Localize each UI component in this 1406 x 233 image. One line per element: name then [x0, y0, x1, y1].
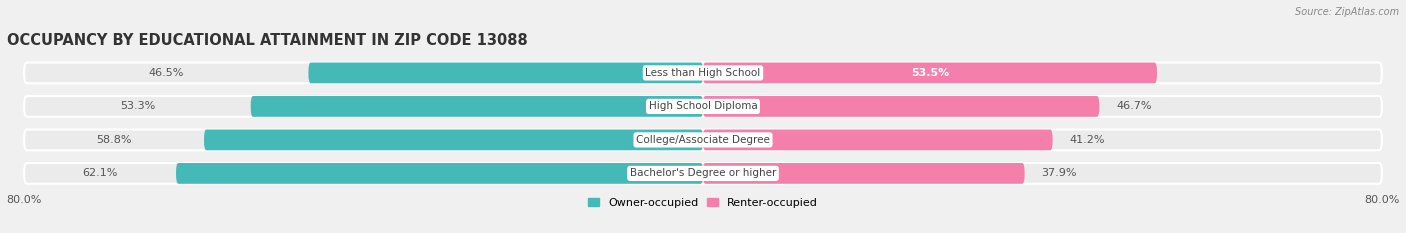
Text: 53.5%: 53.5% — [911, 68, 949, 78]
Text: 53.3%: 53.3% — [120, 101, 155, 111]
FancyBboxPatch shape — [24, 62, 1382, 83]
Text: 46.7%: 46.7% — [1116, 101, 1152, 111]
FancyBboxPatch shape — [703, 130, 1053, 150]
Text: 58.8%: 58.8% — [97, 135, 132, 145]
FancyBboxPatch shape — [250, 96, 703, 117]
Text: 37.9%: 37.9% — [1042, 168, 1077, 178]
FancyBboxPatch shape — [24, 96, 1382, 117]
Legend: Owner-occupied, Renter-occupied: Owner-occupied, Renter-occupied — [585, 194, 821, 211]
FancyBboxPatch shape — [703, 163, 1025, 184]
Text: College/Associate Degree: College/Associate Degree — [636, 135, 770, 145]
FancyBboxPatch shape — [176, 163, 703, 184]
Text: OCCUPANCY BY EDUCATIONAL ATTAINMENT IN ZIP CODE 13088: OCCUPANCY BY EDUCATIONAL ATTAINMENT IN Z… — [7, 33, 527, 48]
FancyBboxPatch shape — [703, 96, 1099, 117]
Text: Bachelor's Degree or higher: Bachelor's Degree or higher — [630, 168, 776, 178]
Text: Less than High School: Less than High School — [645, 68, 761, 78]
Text: 62.1%: 62.1% — [83, 168, 118, 178]
Text: Source: ZipAtlas.com: Source: ZipAtlas.com — [1295, 7, 1399, 17]
FancyBboxPatch shape — [308, 62, 703, 83]
Text: High School Diploma: High School Diploma — [648, 101, 758, 111]
Text: 41.2%: 41.2% — [1070, 135, 1105, 145]
FancyBboxPatch shape — [204, 130, 703, 150]
Text: 46.5%: 46.5% — [149, 68, 184, 78]
FancyBboxPatch shape — [703, 62, 1157, 83]
FancyBboxPatch shape — [24, 130, 1382, 150]
FancyBboxPatch shape — [24, 163, 1382, 184]
